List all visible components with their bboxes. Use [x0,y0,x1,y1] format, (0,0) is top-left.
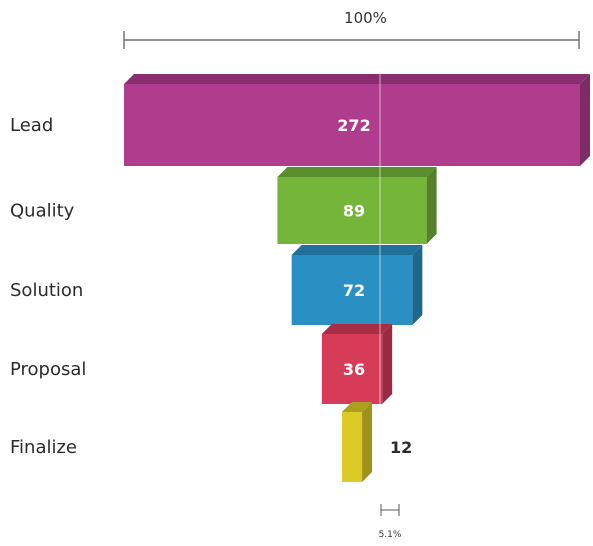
value-label: 89 [343,202,365,221]
top-percent-bracket [123,31,580,49]
value-label: 72 [343,281,365,300]
bar-top-face [124,74,590,84]
bar-top-face [321,324,393,334]
bar-side-face [362,402,373,482]
top-percent-label: 100% [344,9,387,27]
bar-side-face [412,245,423,325]
funnel-stage-lead: Lead 272 [10,74,590,166]
value-label: 36 [343,360,365,379]
funnel-stage-finalize: Finalize 12 [10,402,412,482]
bar-top-face [277,167,437,177]
funnel-bar [277,177,427,244]
bar-top-face [341,402,373,412]
bar-side-face [580,74,590,166]
funnel-stage-quality: Quality 89 [10,167,437,244]
bottom-percent-bracket [380,504,400,516]
value-label: 272 [337,116,370,135]
funnel-stage-solution: Solution 72 [10,245,423,325]
stage-label: Solution [10,280,83,301]
funnel-bars: Lead 272 Quality 89 Solution 72 Proposal 36 Fina… [10,74,590,482]
stage-label: Lead [10,115,53,136]
stage-label: Finalize [10,437,77,458]
bottom-percent-label: 5.1% [379,530,402,540]
stage-label: Quality [10,201,75,222]
value-label: 12 [390,438,412,457]
funnel-bar [291,255,413,325]
funnel-bar [341,412,363,482]
bar-top-face [291,245,423,255]
funnel-stage-proposal: Proposal 36 [10,324,393,404]
funnel-bar [321,334,383,404]
bar-side-face [426,167,437,244]
funnel-bar [124,84,580,166]
stage-label: Proposal [10,359,86,380]
bar-side-face [382,324,393,404]
